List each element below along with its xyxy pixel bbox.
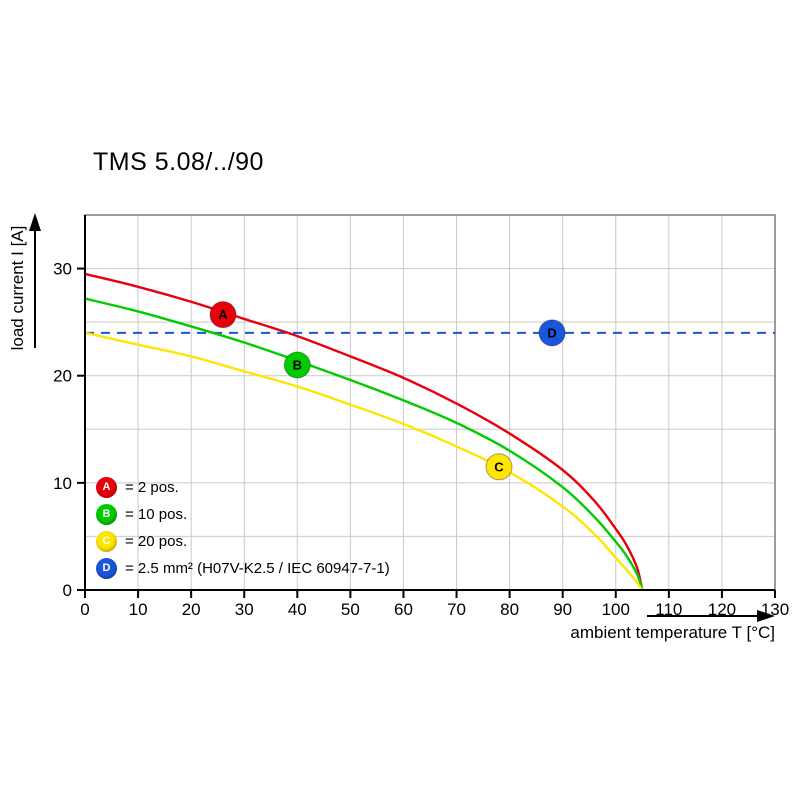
y-tick-label: 20 [53, 367, 72, 386]
marker-b [283, 351, 311, 379]
marker-c-letter: C [494, 459, 504, 474]
x-axis-arrow-head [757, 610, 775, 622]
x-tick-label: 30 [235, 600, 254, 619]
legend-item-b: B = 10 pos. [96, 501, 390, 528]
marker-c [485, 453, 513, 481]
legend-label-d: = 2.5 mm² (H07V-K2.5 / IEC 60947-7-1) [125, 560, 390, 577]
legend-marker-c-icon: C [96, 531, 117, 552]
marker-b-letter: B [293, 358, 302, 373]
legend-label-c: = 20 pos. [125, 533, 188, 550]
chart-legend: A = 2 pos. B = 10 pos. C = 20 pos. D = 2.5 mm² … [96, 474, 390, 582]
y-tick-label: 10 [53, 474, 72, 493]
legend-marker-a-icon: A [96, 477, 117, 498]
curve-b [84, 297, 644, 591]
x-tick-label: 90 [553, 600, 572, 619]
y-axis-label: load current I [A] [8, 225, 27, 351]
marker-d [538, 319, 566, 347]
legend-marker-d-icon: D [96, 558, 117, 579]
x-axis-label: ambient temperature T [°C] [570, 623, 775, 642]
x-tick-label: 40 [288, 600, 307, 619]
x-tick-label: 100 [602, 600, 630, 619]
x-tick-label: 60 [394, 600, 413, 619]
x-tick-label: 10 [129, 600, 148, 619]
y-axis-arrow-head [29, 213, 41, 231]
x-tick-label: 0 [80, 600, 89, 619]
x-tick-label: 20 [182, 600, 201, 619]
x-tick-label: 80 [500, 600, 519, 619]
curve-c [84, 331, 644, 591]
curve-a [84, 272, 644, 591]
y-tick-label: 0 [63, 581, 72, 600]
x-tick-label: 70 [447, 600, 466, 619]
legend-marker-b-icon: B [96, 504, 117, 525]
marker-a-letter: A [218, 307, 228, 322]
marker-d-letter: D [547, 325, 556, 340]
x-tick-label: 120 [708, 600, 736, 619]
legend-label-a: = 2 pos. [125, 479, 179, 496]
legend-item-c: C = 20 pos. [96, 528, 390, 555]
x-tick-label: 110 [655, 600, 682, 619]
x-tick-label: 50 [341, 600, 360, 619]
legend-item-d: D = 2.5 mm² (H07V-K2.5 / IEC 60947-7-1) [96, 555, 390, 582]
legend-item-a: A = 2 pos. [96, 474, 390, 501]
legend-label-b: = 10 pos. [125, 506, 188, 523]
page-title: TMS 5.08/../90 [93, 148, 264, 176]
marker-a [209, 301, 237, 329]
y-tick-label: 30 [53, 260, 72, 279]
